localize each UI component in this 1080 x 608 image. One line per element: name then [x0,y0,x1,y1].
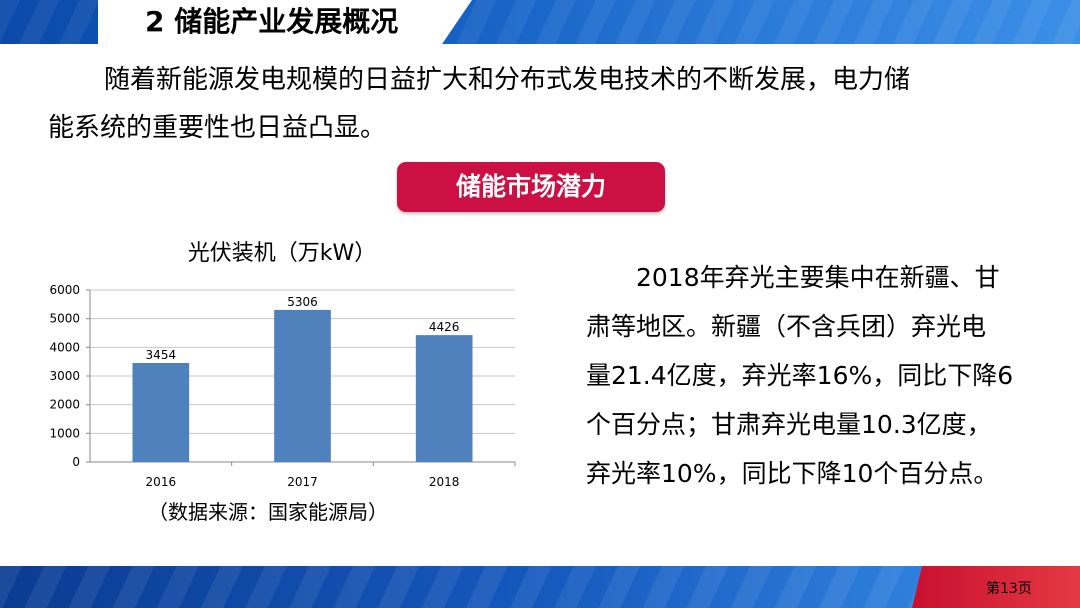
description-line: 弃光率10%，同比下降10个百分点。 [586,459,999,488]
data-source-note: （数据来源：国家能源局） [148,500,388,524]
footer-red-accent [912,566,1080,608]
data-label: 3454 [146,348,177,362]
intro-paragraph: 随着新能源发电规模的日益扩大和分布式发电技术的不断发展，电力储 能系统的重要性也… [48,56,948,152]
y-tick-label: 4000 [49,340,80,354]
x-tick-label: 2018 [429,475,460,489]
data-label: 5306 [287,295,318,309]
y-tick-label: 0 [72,455,80,469]
description-line: 肃等地区。新疆（不含兵团）弃光电 [586,312,987,341]
y-tick-label: 3000 [49,369,80,383]
y-tick-label: 5000 [49,312,80,326]
description-line: 2018年弃光主要集中在新疆、甘 [636,263,1000,292]
title-tab [98,0,472,44]
bar-2016 [132,362,190,462]
description-line: 个百分点；甘肃弃光电量10.3亿度， [586,410,992,439]
y-tick-label: 1000 [49,426,80,440]
bar-2017 [274,309,331,462]
pv-capacity-chart: 光伏装机（万kW） 0 1000 2000 3000 4000 5000 6000 3454 20… [40,230,540,530]
intro-line-2: 能系统的重要性也日益凸显。 [48,113,387,143]
y-tick-label: 2000 [49,398,80,412]
market-potential-button[interactable]: 储能市场潜力 [397,162,665,212]
data-label: 4426 [429,320,460,334]
x-tick-label: 2017 [287,475,318,489]
description-line: 量21.4亿度，弃光率16%，同比下降6 [586,361,1014,390]
page-number: 第13页 [986,581,1032,597]
chart-svg: 光伏装机（万kW） 0 1000 2000 3000 4000 5000 6000 3454 20… [49,241,516,489]
footer-shine [0,566,1080,608]
chart-title: 光伏装机（万kW） [188,241,377,266]
slide-title: 2 储能产业发展概况 [145,5,399,38]
y-tick-label: 6000 [49,283,80,297]
x-tick-label: 2016 [146,475,177,489]
bottom-footer-band [0,566,1080,608]
description-paragraph: 2018年弃光主要集中在新疆、甘 肃等地区。新疆（不含兵团）弃光电 量21.4亿… [586,253,1056,498]
bar-2018 [415,335,473,462]
intro-line-1: 随着新能源发电规模的日益扩大和分布式发电技术的不断发展，电力储 [104,65,911,95]
